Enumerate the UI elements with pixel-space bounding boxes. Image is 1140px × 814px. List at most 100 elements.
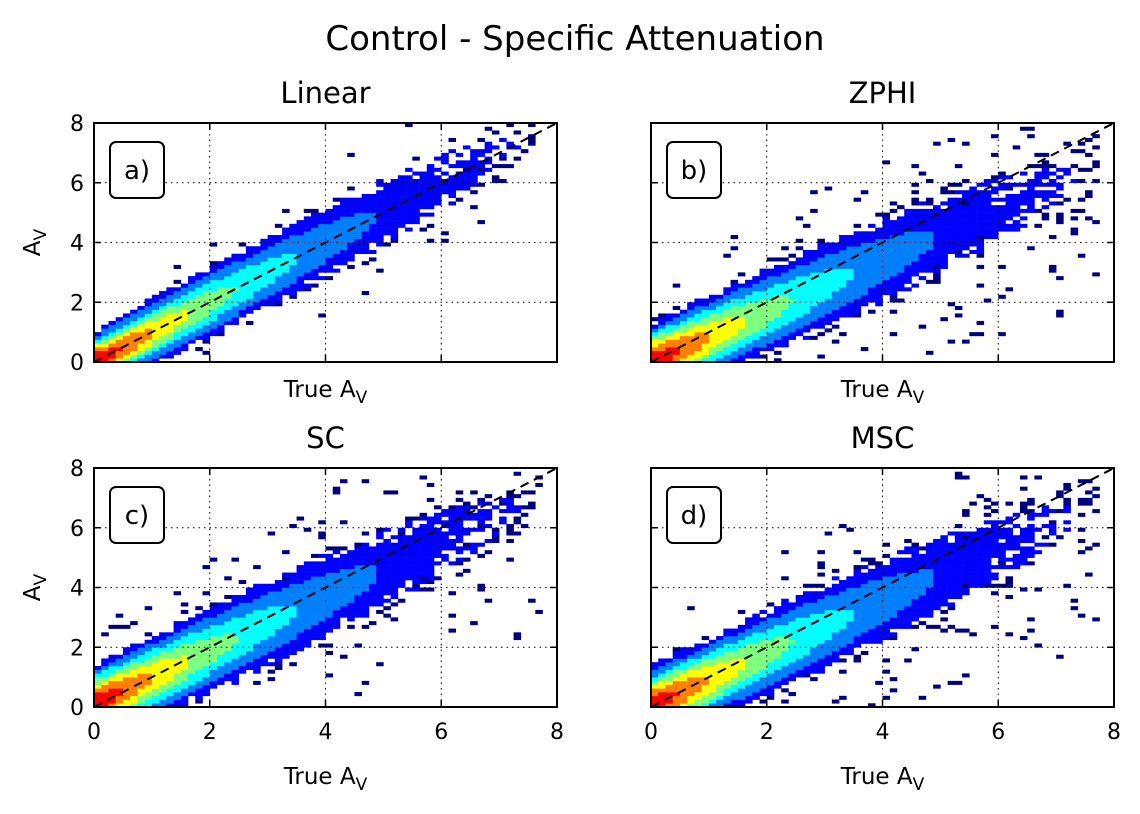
histogram-cell	[896, 565, 905, 570]
histogram-cell	[130, 309, 138, 314]
histogram-cell	[137, 343, 145, 348]
histogram-cell	[896, 216, 905, 221]
histogram-cell	[426, 497, 435, 502]
histogram-cell	[737, 272, 746, 277]
histogram-cell	[824, 294, 833, 299]
histogram-cell	[253, 632, 261, 637]
histogram-cell	[383, 242, 391, 247]
histogram-cell	[962, 553, 970, 558]
histogram-cell	[868, 594, 876, 600]
histogram-cell	[875, 302, 883, 307]
histogram-cell	[911, 272, 919, 277]
histogram-cell	[238, 613, 247, 618]
histogram-cell	[216, 617, 225, 622]
histogram-cell	[679, 658, 688, 663]
histogram-cell	[969, 201, 977, 206]
histogram-cell	[397, 542, 406, 547]
histogram-cell	[824, 632, 833, 637]
histogram-cell	[390, 182, 399, 187]
histogram-cell	[506, 123, 514, 128]
histogram-cell	[1012, 212, 1021, 217]
histogram-cell	[701, 669, 710, 674]
histogram-cell	[781, 335, 789, 340]
histogram-cell	[730, 246, 739, 251]
histogram-cell	[354, 249, 362, 255]
histogram-cell	[332, 587, 341, 592]
histogram-cell	[231, 272, 239, 277]
histogram-cell	[303, 576, 312, 581]
histogram-cell	[245, 665, 254, 670]
histogram-cell	[810, 287, 818, 292]
histogram-cell	[296, 609, 305, 614]
histogram-cell	[173, 343, 182, 348]
histogram-cell	[918, 264, 927, 269]
histogram-cell	[303, 624, 312, 629]
histogram-cell	[1012, 208, 1021, 213]
histogram-cell	[745, 628, 753, 633]
histogram-cell	[925, 542, 934, 547]
histogram-cell	[759, 654, 768, 659]
histogram-cell	[260, 632, 268, 637]
histogram-cell	[318, 606, 326, 611]
histogram-cell	[267, 594, 276, 600]
histogram-cell	[339, 216, 348, 221]
histogram-cell	[224, 643, 232, 648]
histogram-cell	[282, 654, 290, 659]
histogram-cell	[361, 624, 370, 629]
histogram-cell	[173, 665, 182, 670]
histogram-cell	[159, 643, 167, 648]
histogram-cell	[1056, 654, 1064, 659]
histogram-cell	[882, 594, 891, 600]
histogram-cell	[983, 546, 992, 551]
histogram-cell	[954, 576, 963, 581]
histogram-cell	[231, 609, 239, 614]
histogram-cell	[303, 264, 312, 269]
histogram-cell	[679, 695, 688, 700]
histogram-cell	[260, 636, 268, 641]
histogram-cell	[180, 669, 189, 674]
histogram-cell	[151, 302, 160, 307]
histogram-cell	[347, 212, 355, 217]
histogram-cell	[245, 309, 254, 314]
histogram-cell	[1041, 205, 1050, 210]
histogram-cell	[962, 583, 970, 588]
histogram-cell	[209, 261, 218, 266]
histogram-cell	[853, 246, 862, 251]
histogram-cell	[224, 268, 232, 273]
histogram-cell	[788, 658, 796, 663]
histogram-cell	[983, 538, 992, 543]
histogram-cell	[419, 197, 428, 202]
histogram-cell	[802, 632, 811, 637]
histogram-cell	[339, 201, 348, 206]
histogram-cell	[817, 309, 825, 314]
histogram-cell	[144, 658, 153, 663]
histogram-cell	[267, 632, 276, 637]
histogram-cell	[311, 561, 319, 566]
histogram-cell	[1048, 190, 1057, 195]
histogram-cell	[499, 179, 507, 184]
histogram-cell	[390, 231, 399, 236]
histogram-cell	[708, 335, 717, 340]
histogram-cell	[202, 328, 211, 333]
histogram-cell	[889, 220, 898, 225]
histogram-cell	[1048, 527, 1057, 532]
histogram-cell	[730, 680, 739, 685]
histogram-cell	[1027, 182, 1035, 187]
histogram-cell	[781, 276, 789, 281]
histogram-cell	[130, 313, 138, 318]
histogram-cell	[347, 583, 355, 588]
histogram-cell	[1005, 527, 1014, 532]
histogram-cell	[115, 328, 124, 333]
histogram-cell	[267, 598, 276, 603]
histogram-cell	[983, 227, 992, 232]
histogram-cell	[405, 550, 413, 555]
histogram-cell	[737, 283, 746, 288]
histogram-cell	[448, 542, 457, 547]
histogram-cell	[860, 298, 869, 303]
histogram-cell	[766, 636, 775, 641]
histogram-cell	[224, 602, 232, 607]
histogram-cell	[759, 317, 768, 322]
histogram-cell	[332, 609, 341, 614]
histogram-cell	[752, 332, 760, 337]
histogram-cell	[831, 606, 840, 611]
